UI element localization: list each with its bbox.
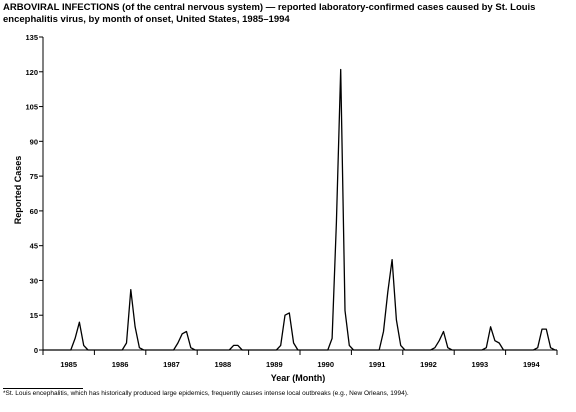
x-tick-label: 1993	[472, 360, 489, 369]
footnote: *St. Louis encephalitis, which has histo…	[3, 390, 409, 397]
footnote-rule	[3, 388, 83, 389]
x-axis: 1985 1986 1987 1988 1989 1990 1991 1992 1993 1994	[42, 349, 558, 369]
x-tick-label: 1989	[266, 360, 283, 369]
x-tick-label: 1988	[215, 360, 232, 369]
y-tick-label: 120	[25, 68, 38, 77]
y-tick-label: 135	[25, 33, 38, 42]
x-tick-label: 1987	[163, 360, 180, 369]
y-tick-label: 75	[30, 172, 38, 181]
x-tick-label: 1992	[420, 360, 437, 369]
chart-title: ARBOVIRAL INFECTIONS (of the central ner…	[3, 2, 573, 25]
x-tick-label: 1994	[523, 360, 541, 369]
y-tick-label: 0	[34, 346, 38, 355]
x-tick-label: 1985	[60, 360, 77, 369]
y-tick-label: 90	[30, 137, 38, 146]
y-tick-label: 60	[30, 207, 38, 216]
x-tick-label: 1991	[369, 360, 386, 369]
x-tick-label: 1986	[112, 360, 129, 369]
y-tick-label: 30	[30, 276, 38, 285]
chart-title-prefix: ARBOVIRAL INFECTIONS (of the central ner…	[3, 2, 264, 13]
y-tick-label: 15	[30, 311, 38, 320]
y-axis: 0 15 30 45 60 75 90 105 120 135	[25, 33, 44, 355]
chart-title-suffix: — reported laboratory-confirmed cases ca…	[3, 2, 536, 25]
x-axis-label: Year (Month)	[271, 373, 326, 383]
plot-area	[43, 68, 557, 351]
x-tick-label: 1990	[317, 360, 334, 369]
y-tick-label: 105	[25, 103, 38, 112]
y-tick-label: 45	[30, 242, 38, 251]
series-line	[43, 68, 557, 351]
